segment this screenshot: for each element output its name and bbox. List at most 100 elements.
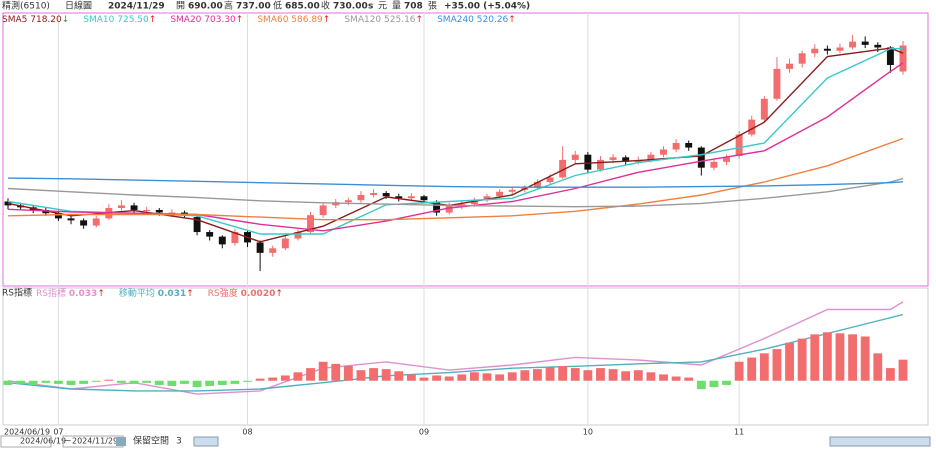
rs-bar [659,374,668,381]
rs-bar [898,359,908,381]
rs-bar [331,363,341,381]
main-pane [2,12,929,287]
rs-bar [696,380,706,390]
tilde: ~ [64,437,72,447]
candle-body [874,44,882,48]
legend-value: 0.0020 [241,289,276,299]
rs-bar [646,372,656,381]
rs-bar [621,371,631,381]
x-tick-label: 11 [734,428,744,437]
rs-bar [28,380,38,385]
rs-bar [343,365,353,381]
legend-entry: SMA60 586.89↑ [257,15,330,25]
legend-trend: ↓ [62,15,70,25]
rs-bar [255,378,265,381]
candle-body [445,206,453,213]
date-start-box[interactable] [0,435,52,448]
rs-bar [91,380,101,382]
rs-bar [684,377,694,381]
high-label: 高 [224,0,233,12]
line-series [7,301,904,395]
legend-name: SMA60 [257,15,288,25]
candle-body [332,202,340,206]
candle-body [596,159,604,170]
candle-body [886,47,894,65]
legend-entry: RS強度 0.0020↑ [208,287,283,299]
candle-body [42,209,50,214]
nav-buttons[interactable] [829,436,931,447]
candle-body [760,98,768,120]
rs-bar [671,376,681,381]
rs-bar [167,380,177,387]
rs-bar [419,377,429,381]
x-tick-label: 2024/06/19 [4,428,50,437]
candle-body [483,196,491,201]
rs-bar [406,374,416,381]
legend-value: 718.20 [30,15,62,25]
rs-bar [16,380,26,384]
open: 690.00 [188,2,223,12]
candle-body [672,143,680,150]
rs-bar [41,380,51,383]
rs-bar [596,368,605,381]
candle-body [357,195,365,201]
x-tick-label: 10 [583,428,593,437]
apply-button[interactable] [116,437,126,446]
legend-name: SMA20 [170,15,201,25]
rs-bar [722,380,731,385]
candle-body [407,196,415,199]
rs-bar [142,380,152,383]
candle-body [622,157,630,162]
period: 日線圖 [65,0,92,12]
rs-bar [507,372,517,381]
candle-body [899,45,907,72]
date: 2024/11/29 [108,2,165,12]
rs-bar [545,367,555,381]
candle-body [269,248,277,253]
close-label: 收 [321,0,330,12]
legend-name: RS強度 [208,287,238,299]
candle-body [861,41,869,45]
rs-bar [79,380,89,384]
candle-body [281,238,289,249]
candle-body [609,157,617,160]
candle-body [420,196,428,201]
legend-value: 0.031 [158,289,186,299]
candle-body [130,205,138,210]
rs-bar [860,336,870,381]
rs-bar [885,368,895,381]
line-series [7,313,904,392]
rs-bar [129,380,139,384]
candle-body [294,232,302,239]
rs-bar [394,371,404,381]
legend-name: SMA120 [344,15,381,25]
candle-body [571,154,579,160]
candle-body [584,154,592,170]
rs-bar [104,379,114,381]
rs-bar [457,374,467,381]
legend-trend: ↑ [323,15,331,25]
line-series [7,177,904,188]
candle-body [80,220,88,226]
high: 737.00 [236,2,271,12]
rs-bar [797,338,807,381]
low: 685.00 [285,2,320,12]
candle-body [735,134,743,156]
rs-bar [873,353,883,381]
legend-value: 0.033 [69,289,97,299]
rs-bar [747,357,757,381]
legend-name: SMA240 [437,15,474,25]
rs-bar [205,380,215,387]
legend-name: RS指標 [36,287,66,299]
rs-bar [154,380,164,385]
rs-bar [759,353,769,381]
rs-bar [217,380,227,385]
candle-body [218,236,226,245]
volume: 708 [404,2,423,12]
candle-body [533,182,541,188]
rs-bar [570,368,580,381]
line-series [7,137,904,221]
reserve-label: 保留空間 [133,435,169,447]
zoom-buttons[interactable] [193,436,219,447]
rs-bar [785,342,794,381]
